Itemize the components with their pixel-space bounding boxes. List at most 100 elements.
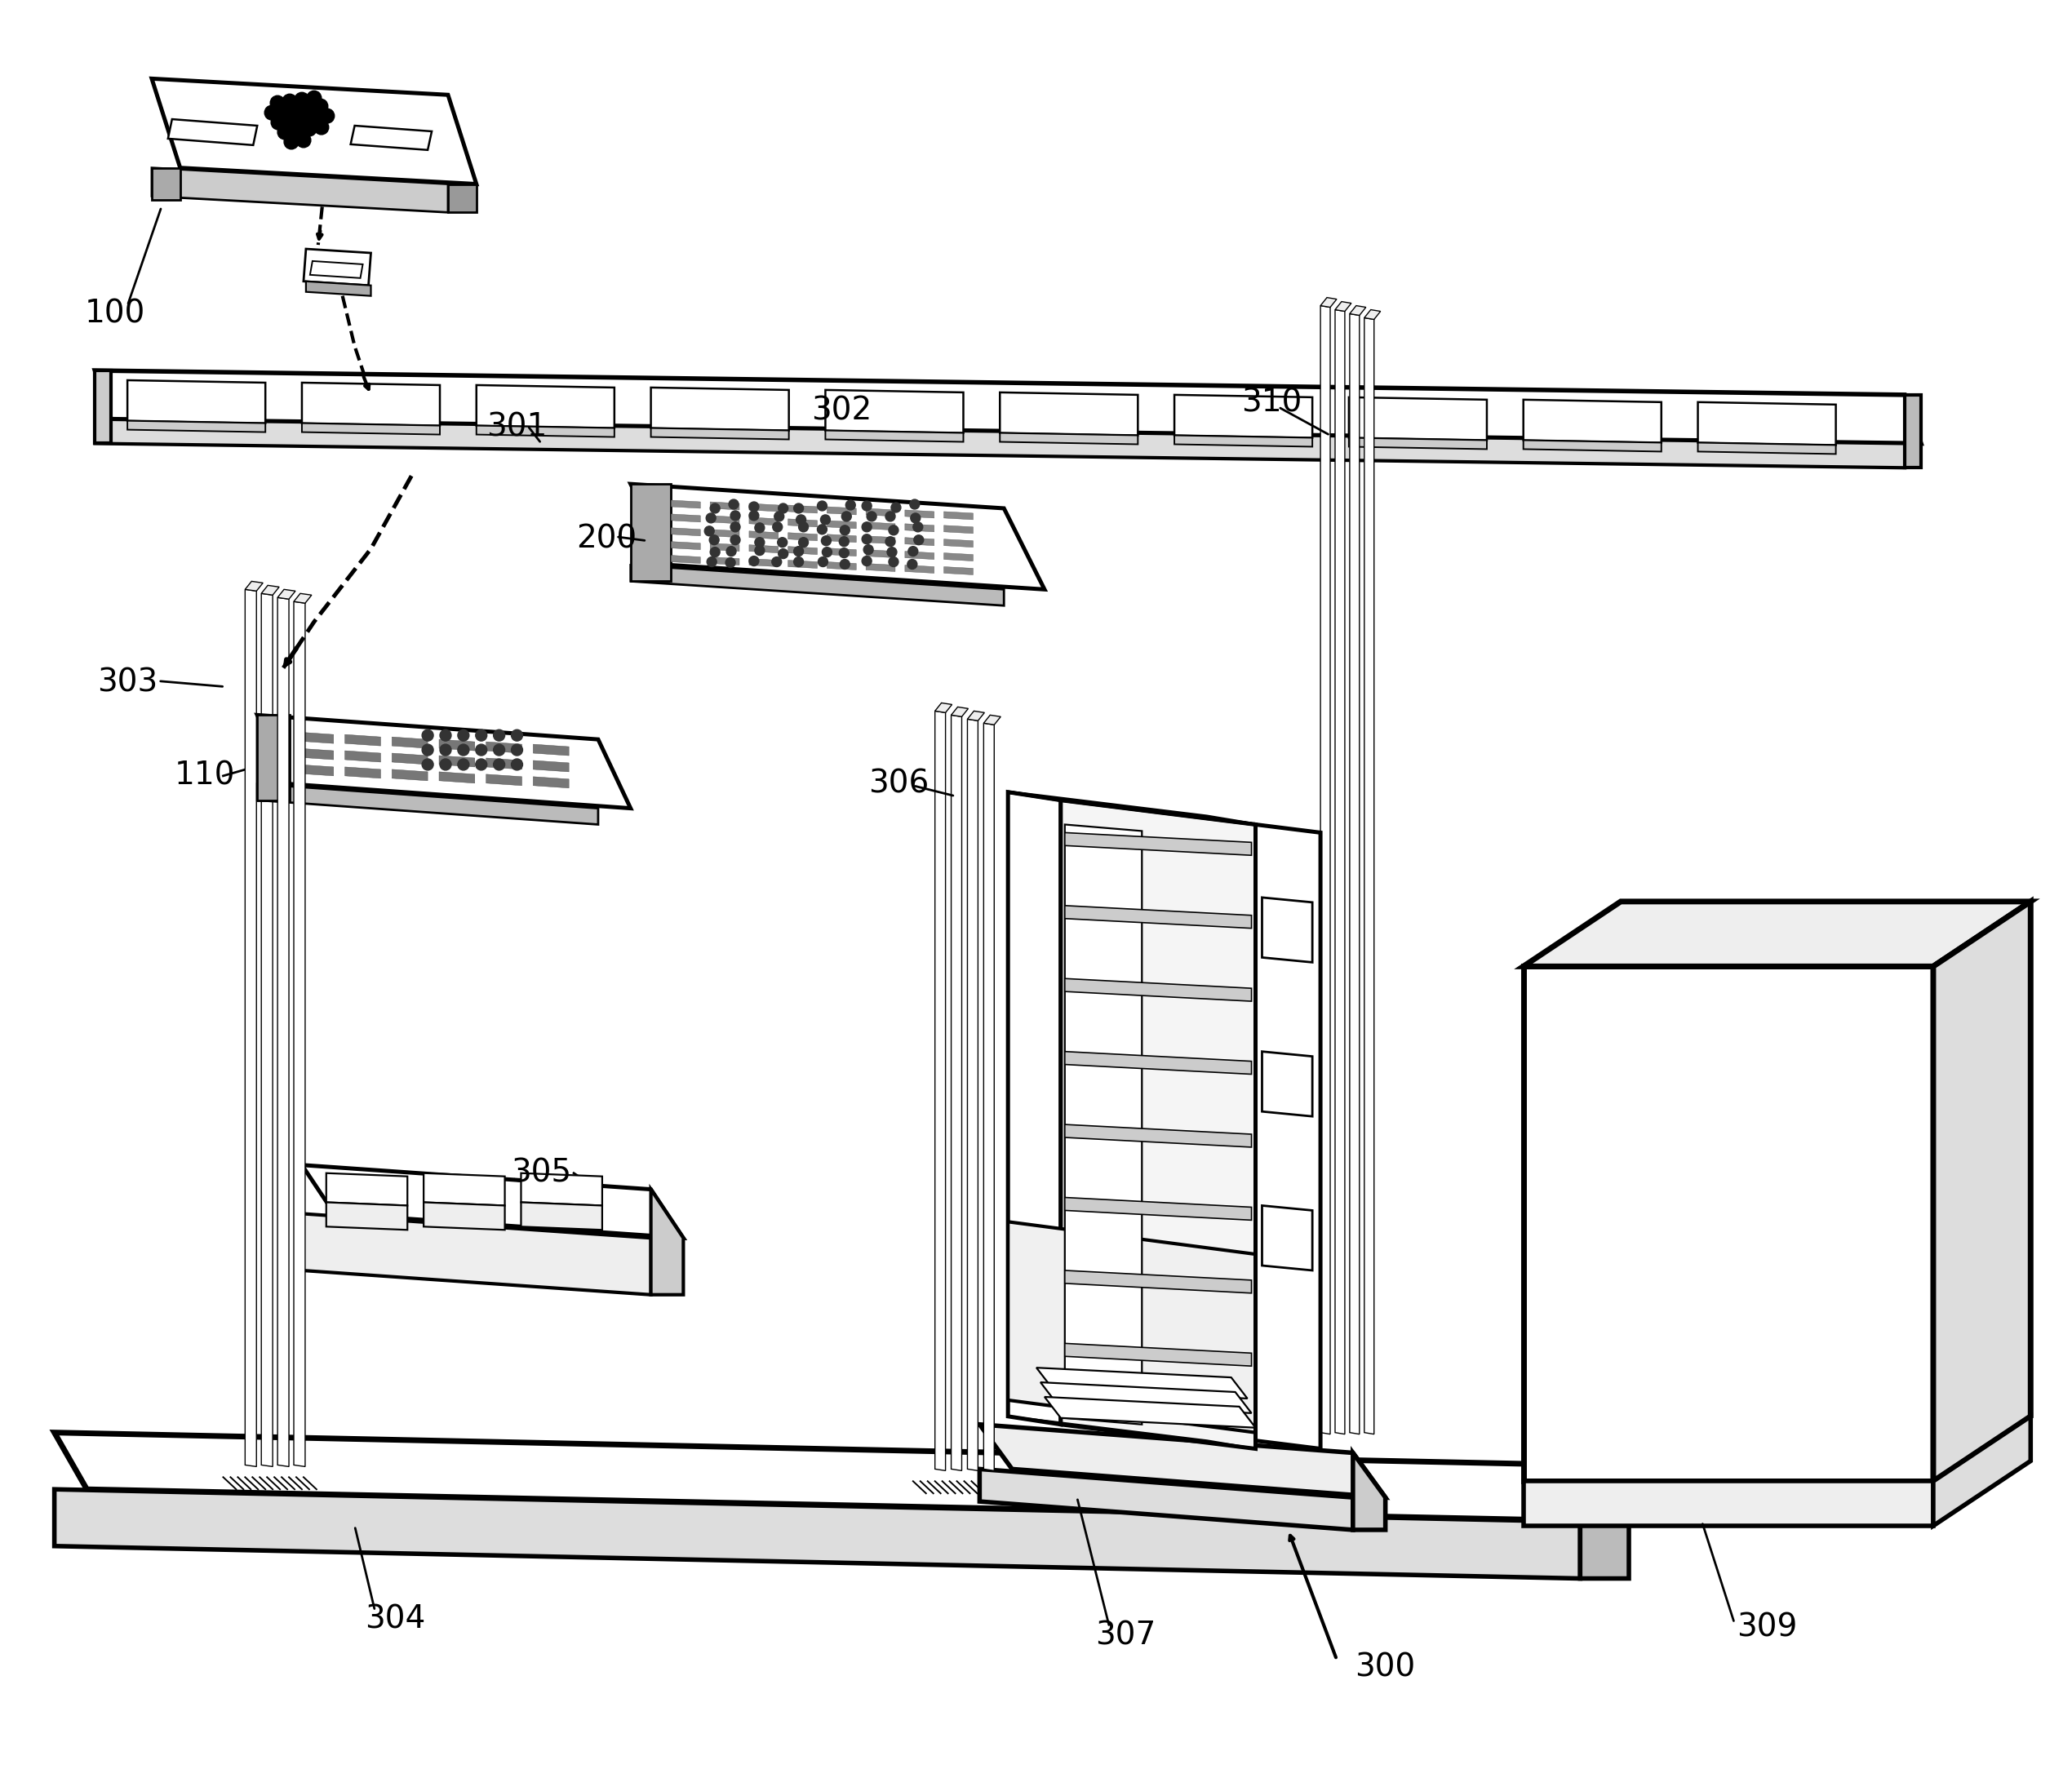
Circle shape xyxy=(862,522,872,532)
Polygon shape xyxy=(126,380,265,423)
Polygon shape xyxy=(257,784,599,824)
Circle shape xyxy=(775,511,783,522)
Circle shape xyxy=(512,745,522,755)
Circle shape xyxy=(910,499,920,509)
Circle shape xyxy=(512,729,522,741)
Circle shape xyxy=(439,729,452,741)
Polygon shape xyxy=(54,1489,1581,1578)
Circle shape xyxy=(816,525,827,534)
Polygon shape xyxy=(827,534,856,543)
Polygon shape xyxy=(261,586,280,594)
Polygon shape xyxy=(1349,437,1488,449)
Circle shape xyxy=(862,534,872,545)
Polygon shape xyxy=(151,78,477,184)
Circle shape xyxy=(278,126,292,140)
Polygon shape xyxy=(244,589,257,1467)
Polygon shape xyxy=(1007,1417,1256,1449)
Polygon shape xyxy=(392,738,427,748)
Circle shape xyxy=(439,759,452,770)
Circle shape xyxy=(794,504,804,513)
Circle shape xyxy=(711,504,719,513)
Polygon shape xyxy=(533,745,570,755)
Circle shape xyxy=(493,759,506,770)
Circle shape xyxy=(750,555,758,566)
Circle shape xyxy=(839,525,850,534)
Polygon shape xyxy=(1523,902,2031,966)
Polygon shape xyxy=(1523,440,1662,451)
Text: 302: 302 xyxy=(812,396,872,426)
Circle shape xyxy=(839,548,850,557)
Circle shape xyxy=(271,115,286,129)
Polygon shape xyxy=(344,768,381,778)
Polygon shape xyxy=(1065,978,1251,1001)
Polygon shape xyxy=(487,759,522,770)
Text: 307: 307 xyxy=(1096,1620,1156,1650)
Circle shape xyxy=(862,555,872,566)
Polygon shape xyxy=(303,1166,684,1238)
Polygon shape xyxy=(951,708,968,716)
Polygon shape xyxy=(825,430,963,442)
Polygon shape xyxy=(630,564,1005,605)
Circle shape xyxy=(307,90,321,106)
Circle shape xyxy=(296,133,311,147)
Text: 110: 110 xyxy=(174,761,234,791)
Polygon shape xyxy=(439,739,474,750)
Polygon shape xyxy=(1349,306,1365,315)
Circle shape xyxy=(307,110,321,126)
Polygon shape xyxy=(487,741,522,754)
Polygon shape xyxy=(827,563,856,570)
Polygon shape xyxy=(278,589,296,600)
Polygon shape xyxy=(1065,906,1251,929)
Polygon shape xyxy=(1262,1205,1312,1270)
Circle shape xyxy=(458,759,468,770)
Circle shape xyxy=(798,538,808,547)
Text: 306: 306 xyxy=(868,768,928,800)
Circle shape xyxy=(821,515,831,525)
Polygon shape xyxy=(787,518,816,527)
Polygon shape xyxy=(1065,824,1142,1424)
Polygon shape xyxy=(711,515,740,524)
Polygon shape xyxy=(1349,313,1359,1435)
Circle shape xyxy=(423,745,433,755)
Text: 310: 310 xyxy=(1241,387,1301,419)
Polygon shape xyxy=(1065,1051,1251,1074)
Polygon shape xyxy=(711,543,740,552)
Polygon shape xyxy=(968,711,984,720)
Circle shape xyxy=(839,536,850,547)
Circle shape xyxy=(284,134,298,149)
Polygon shape xyxy=(750,559,779,566)
Circle shape xyxy=(750,502,758,511)
Polygon shape xyxy=(1334,310,1345,1435)
Polygon shape xyxy=(866,508,895,517)
Circle shape xyxy=(458,745,468,755)
Text: 100: 100 xyxy=(85,299,145,329)
Polygon shape xyxy=(787,532,816,541)
Polygon shape xyxy=(344,750,381,762)
Polygon shape xyxy=(477,426,615,437)
Polygon shape xyxy=(298,748,334,759)
Polygon shape xyxy=(750,531,779,540)
Circle shape xyxy=(296,111,311,126)
Polygon shape xyxy=(294,601,305,1467)
Polygon shape xyxy=(1320,306,1330,1435)
Polygon shape xyxy=(1001,393,1138,435)
Polygon shape xyxy=(1697,442,1836,455)
Polygon shape xyxy=(984,724,995,1470)
Polygon shape xyxy=(980,1468,1353,1530)
Circle shape xyxy=(423,729,433,741)
Polygon shape xyxy=(95,419,1904,467)
Circle shape xyxy=(458,729,468,741)
Circle shape xyxy=(731,534,740,545)
Circle shape xyxy=(288,103,303,117)
Circle shape xyxy=(864,545,872,554)
Circle shape xyxy=(477,759,487,770)
Polygon shape xyxy=(1175,435,1312,448)
Polygon shape xyxy=(1262,897,1312,962)
Circle shape xyxy=(300,101,315,115)
Polygon shape xyxy=(311,262,363,278)
Circle shape xyxy=(709,534,719,545)
Polygon shape xyxy=(1065,1125,1251,1146)
Polygon shape xyxy=(298,764,334,777)
Polygon shape xyxy=(257,715,630,808)
Polygon shape xyxy=(303,249,371,285)
